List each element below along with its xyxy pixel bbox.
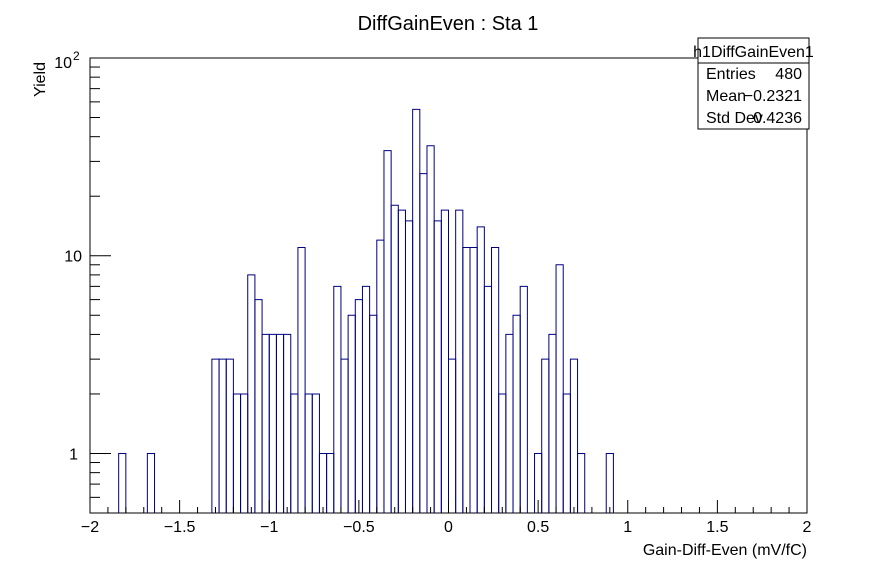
histogram-bar <box>491 247 500 513</box>
histogram-bar <box>455 209 464 513</box>
histogram-bar <box>541 358 550 513</box>
histogram-bar <box>383 150 392 513</box>
histogram-bar <box>361 285 371 513</box>
stats-box: h1DiffGainEven1 Entries 480 Mean −0.2321… <box>693 37 814 130</box>
x-tick-label: −1.5 <box>164 519 196 536</box>
y-tick-exponent: 2 <box>73 49 80 63</box>
histogram-bar <box>354 299 363 513</box>
histogram-bar <box>326 452 335 513</box>
histogram-bar <box>225 358 234 513</box>
histogram-bars <box>118 108 614 513</box>
histogram-bar <box>404 220 414 513</box>
stats-label-mean: Mean <box>706 88 746 105</box>
y-tick-label: 10 <box>54 55 72 72</box>
y-axis-label: Yield <box>32 62 49 97</box>
histogram-bar <box>469 247 478 513</box>
histogram-bar <box>390 204 399 513</box>
histogram-bar <box>519 285 528 513</box>
histogram-bar <box>275 333 285 513</box>
histogram-bar <box>483 285 493 513</box>
histogram-bar <box>498 393 507 513</box>
histogram-bar <box>412 108 421 513</box>
y-tick-label: 10 <box>64 249 82 266</box>
histogram-bar <box>218 358 227 513</box>
histogram-bar <box>240 393 249 513</box>
histogram-bar <box>146 452 156 513</box>
histogram-bar <box>254 299 263 513</box>
histogram-bar <box>512 314 521 513</box>
histogram-bar <box>318 452 328 513</box>
stats-label-stddev: Std Dev <box>706 110 763 127</box>
histogram-bar <box>577 452 586 513</box>
histogram-bar <box>462 247 471 513</box>
histogram-bar <box>605 452 614 513</box>
histogram-bar <box>440 209 449 513</box>
histogram-bar <box>247 274 256 513</box>
x-tick-label: 1.5 <box>706 519 728 536</box>
histogram-bar <box>290 393 299 513</box>
histogram-bar <box>347 314 356 513</box>
x-tick-label: −2 <box>81 519 99 536</box>
histogram-bar <box>569 358 579 513</box>
histogram-bar <box>555 264 564 513</box>
y-tick-label: 1 <box>69 446 78 463</box>
stats-value-stddev: 0.4236 <box>753 110 802 127</box>
chart-title: DiffGainEven : Sta 1 <box>358 13 539 35</box>
histogram-bar <box>118 452 127 513</box>
histogram-bar <box>548 333 557 513</box>
histogram-bar <box>397 209 406 513</box>
histogram-bar <box>562 393 571 513</box>
x-tick-label: 2 <box>803 519 812 536</box>
stats-value-mean: −0.2321 <box>744 88 802 105</box>
histogram-bar <box>297 247 306 513</box>
x-tick-label: −0.5 <box>343 519 375 536</box>
stats-label-entries: Entries <box>706 66 756 83</box>
histogram-bar <box>505 333 514 513</box>
histogram-bar <box>340 358 349 513</box>
x-tick-label: 0 <box>444 519 453 536</box>
x-axis-label: Gain-Diff-Even (mV/fC) <box>643 542 807 559</box>
histogram-bar <box>283 333 292 513</box>
x-tick-label: 1 <box>623 519 632 536</box>
histogram-bar <box>376 239 385 513</box>
histogram-bar <box>304 393 313 513</box>
x-tick-label: −1 <box>260 519 278 536</box>
stats-box-frame <box>697 37 810 130</box>
histogram-bar <box>426 145 435 513</box>
histogram-bar <box>369 314 378 513</box>
histogram-bar <box>333 285 342 513</box>
histogram-bar <box>232 393 242 513</box>
histogram-bar <box>419 173 428 513</box>
stats-value-entries: 480 <box>775 66 802 83</box>
histogram-bar <box>433 220 442 513</box>
histogram-bar <box>476 226 485 513</box>
histogram-bar <box>448 358 457 513</box>
x-tick-label: 0.5 <box>527 519 549 536</box>
stats-name: h1DiffGainEven1 <box>693 44 814 61</box>
histogram-bar <box>211 358 220 513</box>
histogram-bar <box>311 393 320 513</box>
histogram-bar <box>268 333 277 513</box>
histogram-bar <box>261 333 270 513</box>
